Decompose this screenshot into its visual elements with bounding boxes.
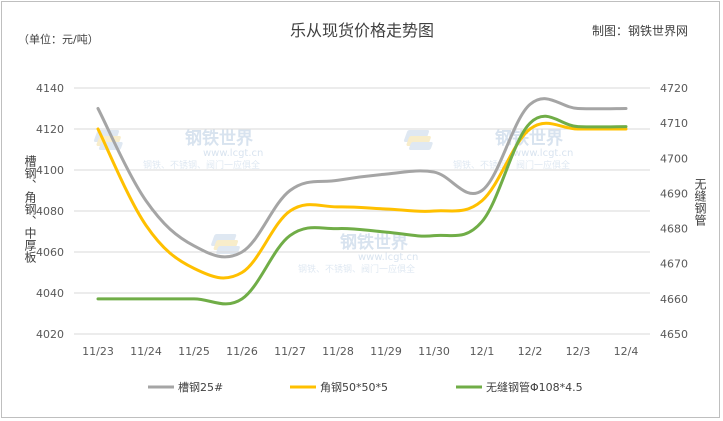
y-left-tick-label: 4020 xyxy=(36,328,64,341)
y-right-tick-label: 4680 xyxy=(660,223,688,236)
watermark-brand: 钢铁世界 xyxy=(185,128,253,149)
legend-item: 槽钢25# xyxy=(148,381,223,394)
gridlines xyxy=(74,87,650,335)
y-right-tick-labels: 4650 4660 4670 4680 4690 4700 4710 4720 xyxy=(660,82,688,341)
y-right-tick-label: 4660 xyxy=(660,293,688,306)
y-left-axis-label: 槽钢、角钢、中厚板 xyxy=(23,155,37,264)
series-layer xyxy=(96,97,628,306)
x-tick-label: 12/2 xyxy=(518,345,543,358)
series-line-1 xyxy=(96,97,628,259)
unit-label: （单位：元/吨） xyxy=(18,32,99,46)
legend-label: 槽钢25# xyxy=(178,381,223,394)
x-tick-label: 12/4 xyxy=(614,345,639,358)
x-tick-label: 11/30 xyxy=(418,345,450,358)
x-tick-label: 11/24 xyxy=(130,345,162,358)
y-left-tick-labels: 4020 4040 4060 4080 4100 4120 4140 xyxy=(36,82,64,341)
x-tick-label: 12/1 xyxy=(470,345,495,358)
x-tick-label: 11/25 xyxy=(178,345,210,358)
watermark-layer: 钢铁世界www.lcgt.cn钢铁、不锈钢、阀门一应俱全钢铁世界www.lcgt… xyxy=(93,128,573,275)
y-right-tick-label: 4650 xyxy=(660,328,688,341)
legend: 槽钢25# 角钢50*50*5 无缝钢管Φ108*4.5 xyxy=(148,380,583,394)
source-label: 制图：钢铁世界网 xyxy=(592,24,688,38)
x-tick-label: 11/23 xyxy=(82,345,114,358)
x-tick-label: 11/27 xyxy=(274,345,306,358)
legend-label: 无缝钢管Φ108*4.5 xyxy=(486,380,583,394)
watermark-brand: 钢铁世界 xyxy=(340,232,408,253)
watermark-slogan: 钢铁、不锈钢、阀门一应俱全 xyxy=(453,159,570,171)
y-left-tick-label: 4040 xyxy=(36,287,64,300)
legend-item: 无缝钢管Φ108*4.5 xyxy=(456,380,583,394)
y-right-axis-label: 无缝钢管 xyxy=(693,178,707,227)
watermark-logo-icon xyxy=(403,130,433,150)
watermark-slogan: 钢铁、不锈钢、阀门一应俱全 xyxy=(298,263,415,275)
watermark-logo-icon xyxy=(211,234,240,254)
chart-title: 乐从现货价格走势图 xyxy=(290,21,434,40)
series-line-3 xyxy=(96,114,628,306)
legend-item: 角钢50*50*5 xyxy=(290,381,388,394)
watermark-url: www.lcgt.cn xyxy=(513,148,573,159)
x-tick-label: 11/29 xyxy=(370,345,402,358)
x-tick-label: 12/3 xyxy=(566,345,591,358)
y-right-tick-label: 4710 xyxy=(660,117,688,130)
y-left-tick-label: 4100 xyxy=(36,164,64,177)
y-right-tick-label: 4690 xyxy=(660,187,688,200)
watermark-url: www.lcgt.cn xyxy=(358,252,418,263)
x-tick-labels: 11/23 11/24 11/25 11/26 11/27 11/28 11/29 11/30… xyxy=(82,345,638,358)
y-right-tick-label: 4700 xyxy=(660,152,688,165)
legend-label: 角钢50*50*5 xyxy=(320,381,388,394)
x-tick-label: 11/28 xyxy=(322,345,354,358)
watermark-url: www.lcgt.cn xyxy=(203,148,263,159)
y-right-tick-label: 4670 xyxy=(660,258,688,271)
y-left-tick-label: 4120 xyxy=(36,123,64,136)
y-left-tick-label: 4060 xyxy=(36,246,64,259)
x-tick-label: 11/26 xyxy=(226,345,258,358)
y-right-tick-label: 4720 xyxy=(660,82,688,95)
y-left-tick-label: 4140 xyxy=(36,82,64,95)
watermark-slogan: 钢铁、不锈钢、阀门一应俱全 xyxy=(143,159,260,171)
y-left-tick-label: 4080 xyxy=(36,205,64,218)
series-line-2 xyxy=(96,121,628,280)
